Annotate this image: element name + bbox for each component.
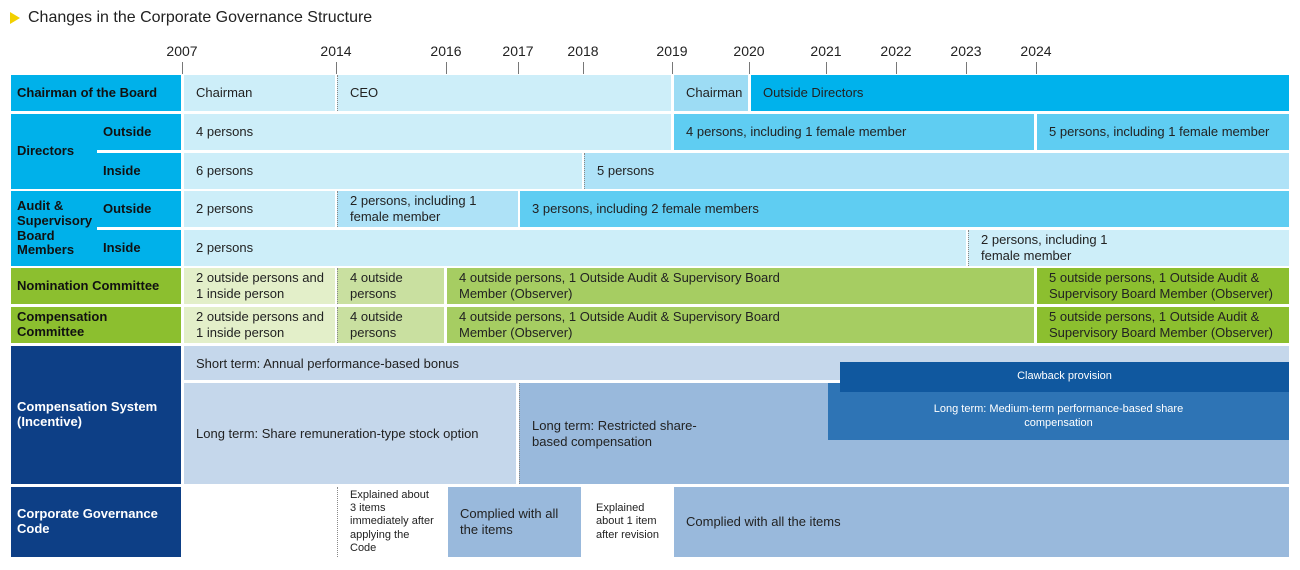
year-tick <box>749 62 750 74</box>
row-sublabel-outside: Outside <box>97 114 181 150</box>
year-tick <box>896 62 897 74</box>
compensation-committee-cell: 4 outside persons <box>337 307 444 343</box>
compensation-committee-cell: 4 outside persons, 1 Outside Audit & Sup… <box>447 307 1034 343</box>
compensation-committee-cell: 2 outside persons and 1 inside person <box>184 307 335 343</box>
year-label: 2014 <box>320 43 352 59</box>
directors-outside-cell: 5 persons, including 1 female member <box>1037 114 1289 150</box>
year-label: 2023 <box>950 43 982 59</box>
audit-outside-cell: 2 persons, including 1 female member <box>337 191 518 227</box>
year-label: 2022 <box>880 43 912 59</box>
chairman-cell: CEO <box>337 75 671 111</box>
title-marker-icon <box>10 12 20 24</box>
nomination-cell: 4 outside persons, 1 Outside Audit & Sup… <box>447 268 1034 304</box>
audit-inside-cell: 2 persons, including 1 female member <box>968 230 1289 266</box>
long-term-stock-option-bar: Long term: Share remuneration-type stock… <box>184 383 516 484</box>
code-cell: Explained about 1 item after revision <box>584 487 672 557</box>
audit-outside-cell: 3 persons, including 2 female members <box>520 191 1289 227</box>
row-label-nomination: Nomination Committee <box>11 268 181 304</box>
row-sublabel-outside: Outside <box>97 191 181 227</box>
year-tick <box>583 62 584 74</box>
row-label-chairman: Chairman of the Board <box>11 75 181 111</box>
year-tick <box>446 62 447 74</box>
year-label: 2021 <box>810 43 842 59</box>
compensation-committee-cell: 5 outside persons, 1 Outside Audit & Sup… <box>1037 307 1289 343</box>
chairman-cell: Chairman <box>184 75 335 111</box>
row-label-compensation-committee: Compensation Committee <box>11 307 181 343</box>
code-cell: Explained about 3 items immediately afte… <box>337 487 446 557</box>
directors-outside-cell: 4 persons <box>184 114 671 150</box>
directors-outside-cell: 4 persons, including 1 female member <box>674 114 1034 150</box>
directors-inside-cell: 6 persons <box>184 153 582 189</box>
audit-outside-cell: 2 persons <box>184 191 335 227</box>
row-sublabel-inside: Inside <box>97 230 181 266</box>
row-label-compensation-system: Compensation System (Incentive) <box>11 346 181 484</box>
row-label-governance-code: Corporate Governance Code <box>11 487 181 557</box>
directors-inside-cell: 5 persons <box>584 153 1289 189</box>
clawback-bar: Clawback provision <box>840 362 1289 392</box>
year-label: 2024 <box>1020 43 1052 59</box>
year-label: 2016 <box>430 43 462 59</box>
year-label: 2017 <box>502 43 534 59</box>
year-label: 2020 <box>733 43 765 59</box>
year-tick <box>336 62 337 74</box>
nomination-cell: 4 outside persons <box>337 268 444 304</box>
nomination-cell: 5 outside persons, 1 Outside Audit & Sup… <box>1037 268 1289 304</box>
chairman-cell: Outside Directors <box>751 75 1289 111</box>
year-label: 2007 <box>166 43 198 59</box>
year-label: 2019 <box>656 43 688 59</box>
year-tick <box>518 62 519 74</box>
row-label-directors: Directors <box>11 114 97 189</box>
year-tick <box>182 62 183 74</box>
nomination-cell: 2 outside persons and 1 inside person <box>184 268 335 304</box>
long-term-medium-term-bar: Long term: Medium-term performance-based… <box>828 383 1289 440</box>
row-label-audit: Audit & Supervisory Board Members <box>11 191 97 266</box>
chairman-cell: Chairman <box>674 75 748 111</box>
code-cell: Complied with all the items <box>448 487 581 557</box>
page-title: Changes in the Corporate Governance Stru… <box>28 9 373 26</box>
year-label: 2018 <box>567 43 599 59</box>
year-tick <box>1036 62 1037 74</box>
year-tick <box>966 62 967 74</box>
audit-inside-cell: 2 persons <box>184 230 966 266</box>
year-tick <box>826 62 827 74</box>
year-tick <box>672 62 673 74</box>
code-cell: Complied with all the items <box>674 487 1289 557</box>
row-sublabel-inside: Inside <box>97 153 181 189</box>
